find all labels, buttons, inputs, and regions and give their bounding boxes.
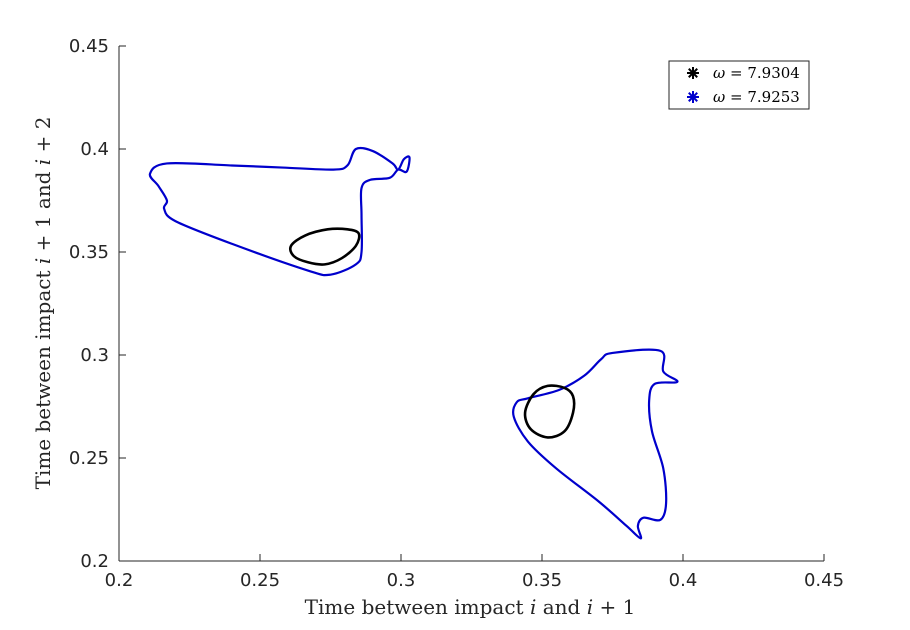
y-tick-label: 0.4 [80, 139, 109, 160]
x-tick-label: 0.25 [240, 570, 280, 591]
legend-marker-stroke [688, 68, 698, 78]
axes [118, 46, 824, 562]
legend-marker-stroke [688, 92, 698, 102]
x-tick-label: 0.3 [387, 570, 416, 591]
y-tick-label: 0.45 [69, 36, 109, 57]
legend-marker-blue [687, 91, 699, 103]
y-tick-label: 0.3 [80, 345, 109, 366]
series-2-loop-1 [148, 146, 411, 277]
y-tick-label: 0.25 [69, 448, 109, 469]
x-tick-label: 0.2 [105, 570, 134, 591]
ticks: 0.2 0.25 0.3 0.35 0.4 0.45 0.2 0.25 0.3 0.35 0.4 0.… [69, 36, 844, 591]
legend-marker-black [687, 67, 699, 79]
x-tick-label: 0.45 [804, 570, 844, 591]
series-1-loop-2 [523, 384, 576, 439]
y-axis-label: Time between impact i + 1 and i + 2 [31, 117, 55, 490]
legend-entry-2: ω = 7.9253 [687, 88, 800, 106]
y-tick-label: 0.2 [80, 551, 109, 572]
series-1-loop-1 [288, 227, 361, 266]
legend-label-1: ω = 7.9304 [713, 64, 800, 82]
x-axis-label: Time between impact i and i + 1 [305, 595, 636, 619]
legend: ω = 7.9304 ω = 7.9253 [668, 60, 810, 110]
series-2-loop-2 [512, 348, 679, 540]
legend-entry-1: ω = 7.9304 [687, 64, 800, 82]
x-tick-label: 0.35 [522, 570, 562, 591]
y-tick-label: 0.35 [69, 242, 109, 263]
legend-label-2: ω = 7.9253 [713, 88, 800, 106]
plot-area [148, 146, 679, 540]
x-tick-label: 0.4 [669, 570, 698, 591]
